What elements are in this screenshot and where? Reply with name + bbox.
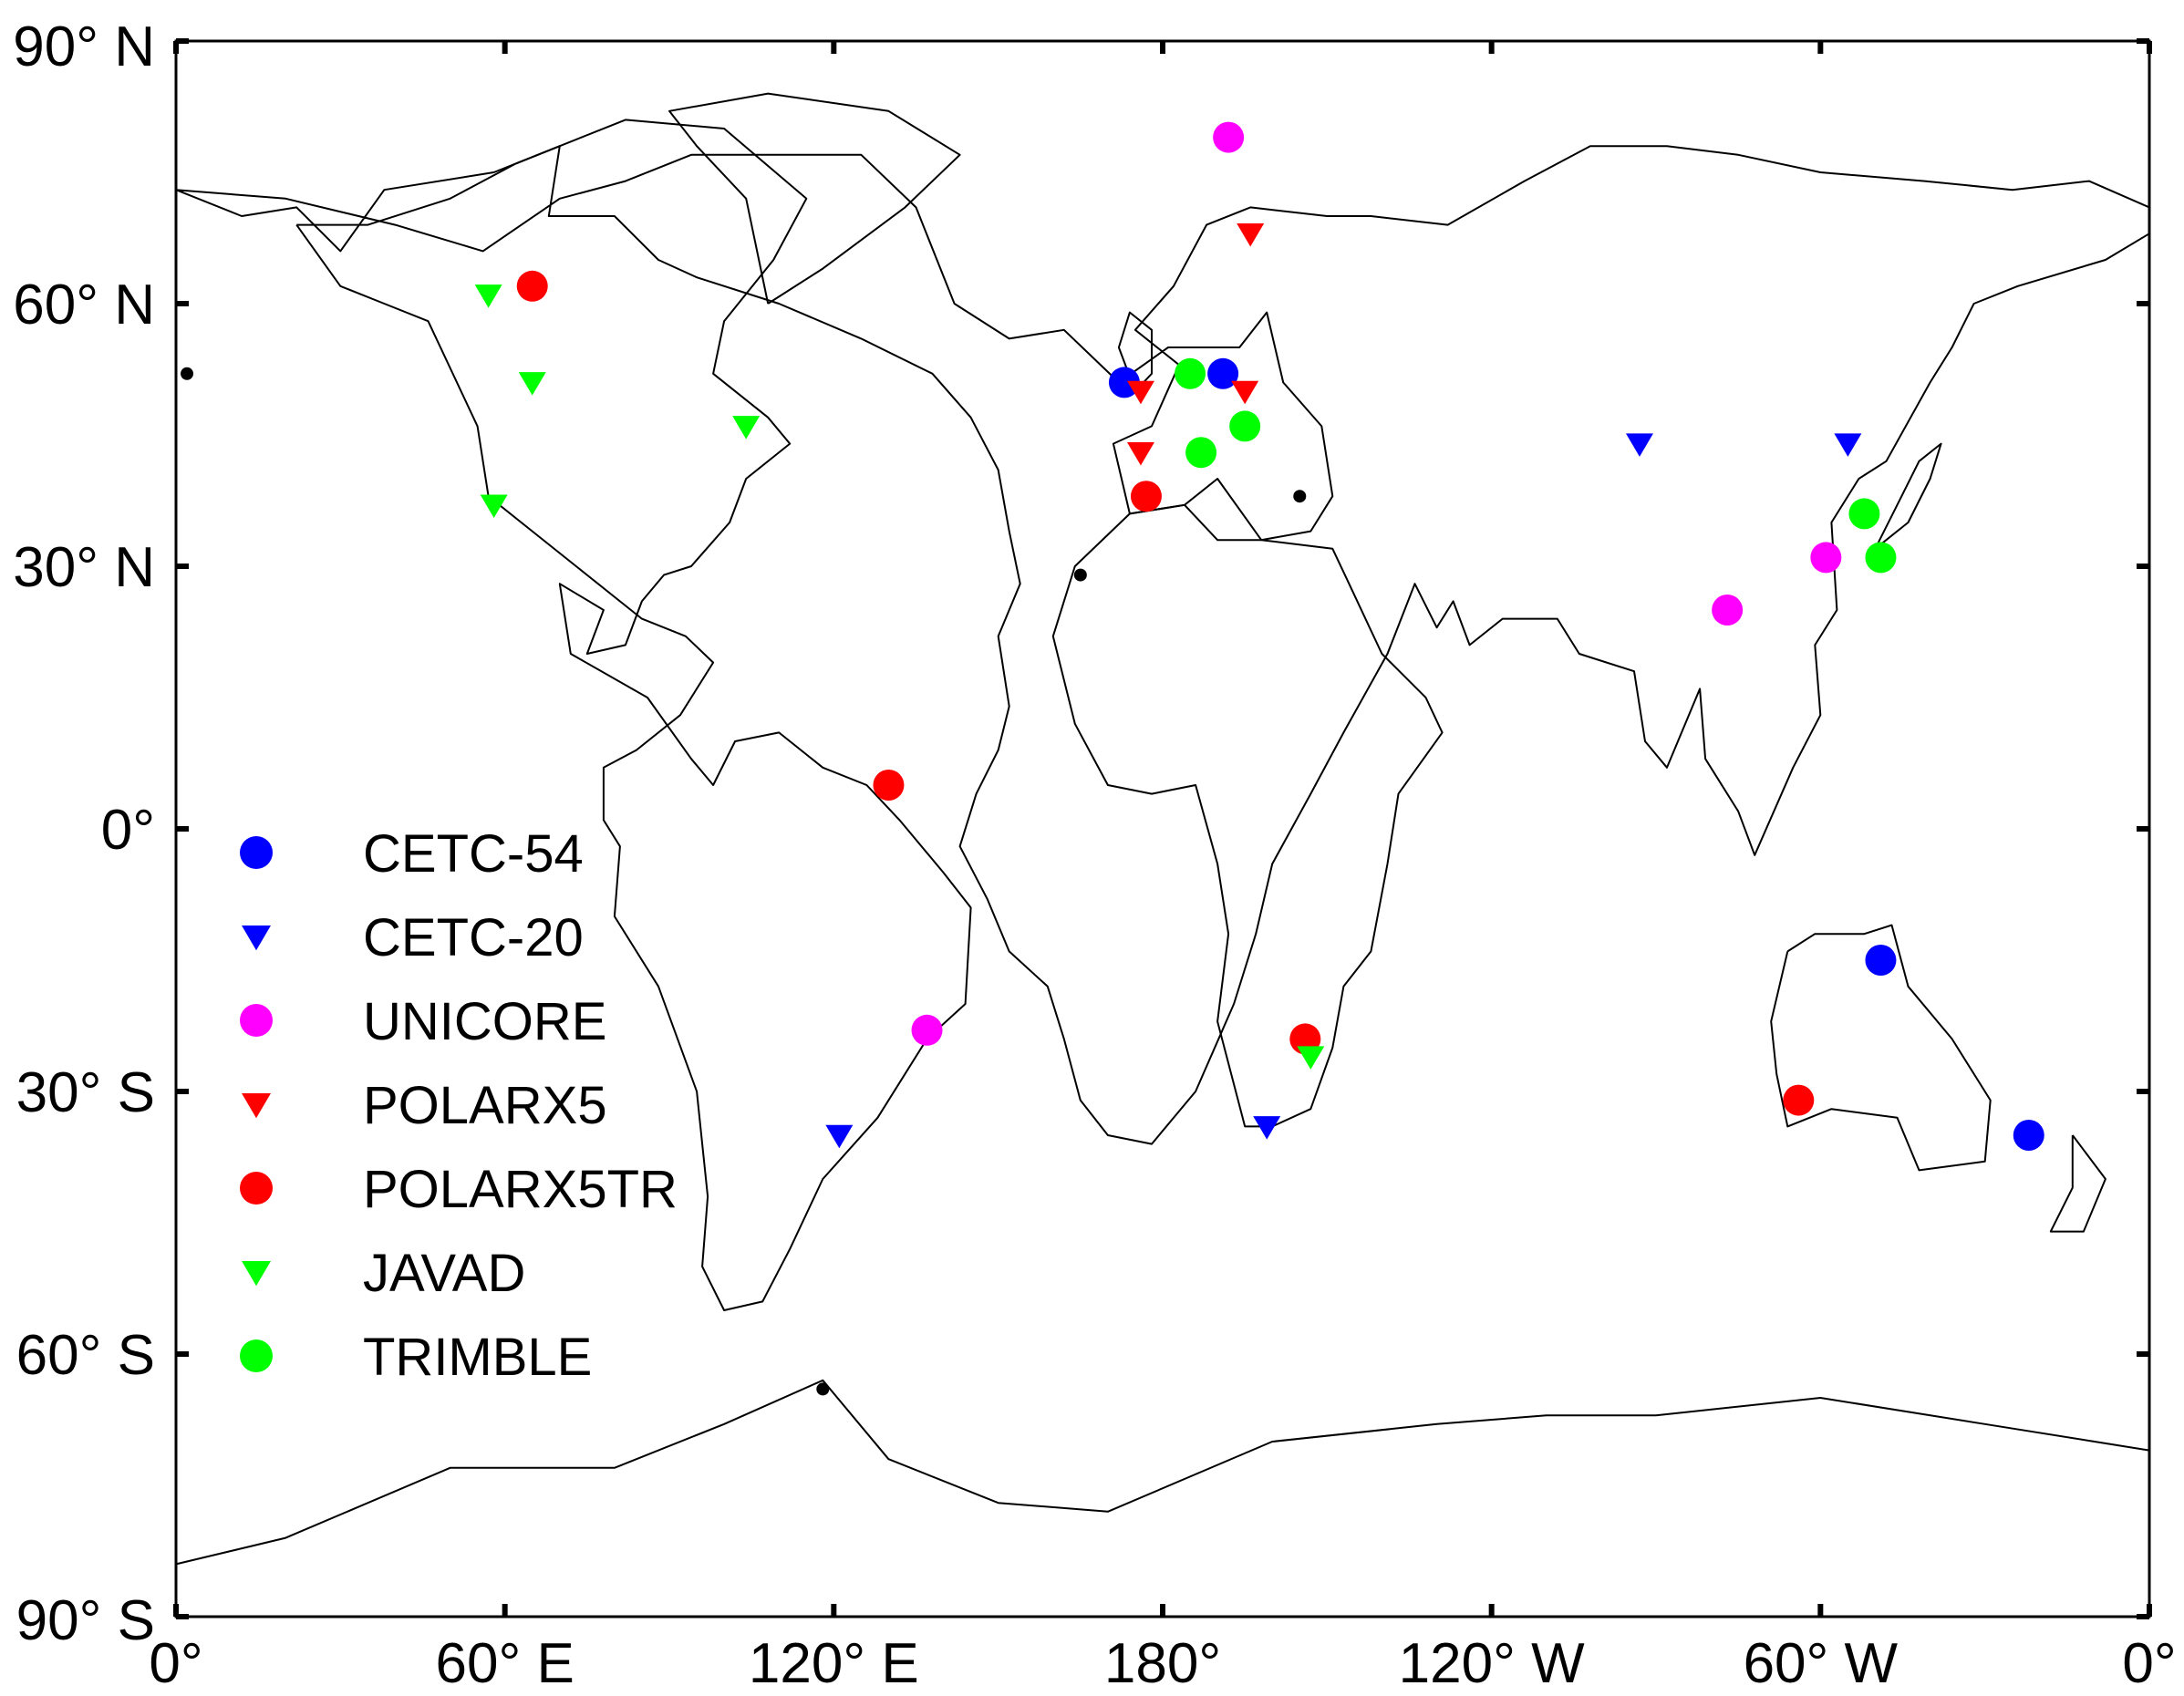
x-tick-label: 0° — [149, 1632, 202, 1695]
station-marker-javad — [474, 284, 502, 308]
legend-label: POLARX5TR — [363, 1160, 678, 1219]
legend-label: POLARX5 — [363, 1076, 607, 1135]
station-marker-cetc-54 — [2013, 1120, 2044, 1151]
legend-marker-polarx5 — [242, 1093, 271, 1119]
legend-marker-cetc-54 — [240, 836, 273, 869]
coastline-layer — [175, 92, 2150, 1566]
station-marker-unicore — [1712, 595, 1744, 626]
coastline-new-zealand — [2049, 1134, 2106, 1233]
coastline-americas — [295, 119, 972, 1311]
legend-label: CETC-20 — [363, 908, 584, 967]
station-marker-trimble — [1175, 357, 1206, 389]
station-markers — [181, 121, 2044, 1396]
legend-label: UNICORE — [363, 992, 606, 1051]
station-marker-cetc-20 — [1834, 433, 1862, 457]
station-marker-javad — [732, 416, 761, 440]
legend-label: JAVAD — [363, 1244, 525, 1303]
station-marker-polarx5 — [1126, 380, 1154, 405]
station-marker-javad — [480, 494, 508, 519]
x-tick-label: 60° W — [1744, 1632, 1899, 1695]
station-marker-trimble — [1848, 498, 1880, 530]
black-dot-marker — [1073, 568, 1087, 582]
legend: CETC-54 CETC-20 UNICORE POLARX5 POLARX5TR JAV… — [240, 824, 678, 1387]
black-dot-marker — [1293, 490, 1307, 503]
station-marker-cetc-54 — [1108, 367, 1140, 398]
coastline-japan — [1874, 442, 1942, 550]
station-marker-cetc-20 — [1253, 1116, 1281, 1140]
station-marker-polarx5tr — [1130, 481, 1162, 512]
station-marker-unicore — [1213, 121, 1245, 153]
legend-marker-javad — [242, 1261, 271, 1287]
x-tick-label: 120° E — [749, 1632, 919, 1695]
station-marker-cetc-20 — [1625, 433, 1653, 457]
station-marker-polarx5 — [1237, 222, 1265, 247]
legend-marker-unicore — [240, 1004, 273, 1037]
y-tick-label: 60° N — [13, 274, 155, 336]
station-marker-unicore — [1810, 542, 1842, 574]
station-marker-trimble — [1185, 437, 1217, 469]
black-dot-marker — [181, 367, 194, 380]
black-dot-marker — [816, 1382, 830, 1396]
x-tick-label: 60° E — [435, 1632, 574, 1695]
station-marker-cetc-20 — [825, 1124, 854, 1149]
y-tick-label: 30° S — [16, 1061, 155, 1124]
station-marker-polarx5 — [1126, 441, 1154, 466]
legend-label: TRIMBLE — [363, 1328, 592, 1387]
station-marker-polarx5tr — [873, 770, 905, 801]
axis-ticks: 0° 60° E 120° E 180° 120° W 60° W 0° 90° N 60° N… — [13, 16, 2176, 1695]
coastline-uk — [1117, 311, 1153, 392]
legend-marker-trimble — [240, 1339, 273, 1372]
station-marker-unicore — [911, 1014, 943, 1046]
station-marker-cetc-54 — [1207, 357, 1239, 389]
y-tick-label: 90° N — [13, 16, 155, 78]
coastline-africa — [1051, 503, 1444, 1128]
station-marker-polarx5tr — [516, 270, 548, 302]
y-tick-label: 30° N — [13, 536, 155, 599]
coastline-australia — [1770, 924, 1992, 1172]
station-marker-cetc-54 — [1865, 945, 1897, 976]
y-tick-label: 90° S — [16, 1589, 155, 1652]
x-tick-label: 0° — [2122, 1632, 2176, 1695]
legend-label: CETC-54 — [363, 824, 584, 884]
y-tick-label: 60° S — [16, 1324, 155, 1387]
legend-marker-cetc-20 — [242, 926, 271, 951]
y-tick-label: 0° — [101, 799, 155, 862]
coastline-greenland — [668, 92, 961, 305]
station-marker-trimble — [1865, 542, 1897, 574]
station-marker-trimble — [1229, 410, 1261, 442]
coastline-antarctica — [175, 1379, 2150, 1566]
station-marker-javad — [1297, 1046, 1325, 1070]
x-tick-label: 180° — [1104, 1632, 1221, 1695]
coastline-eurasia-africa — [175, 145, 2150, 1145]
station-marker-javad — [518, 372, 546, 396]
station-marker-polarx5tr — [1783, 1084, 1815, 1116]
station-marker-polarx5 — [1231, 380, 1259, 405]
legend-marker-polarx5tr — [240, 1172, 273, 1205]
x-tick-label: 120° W — [1399, 1632, 1585, 1695]
